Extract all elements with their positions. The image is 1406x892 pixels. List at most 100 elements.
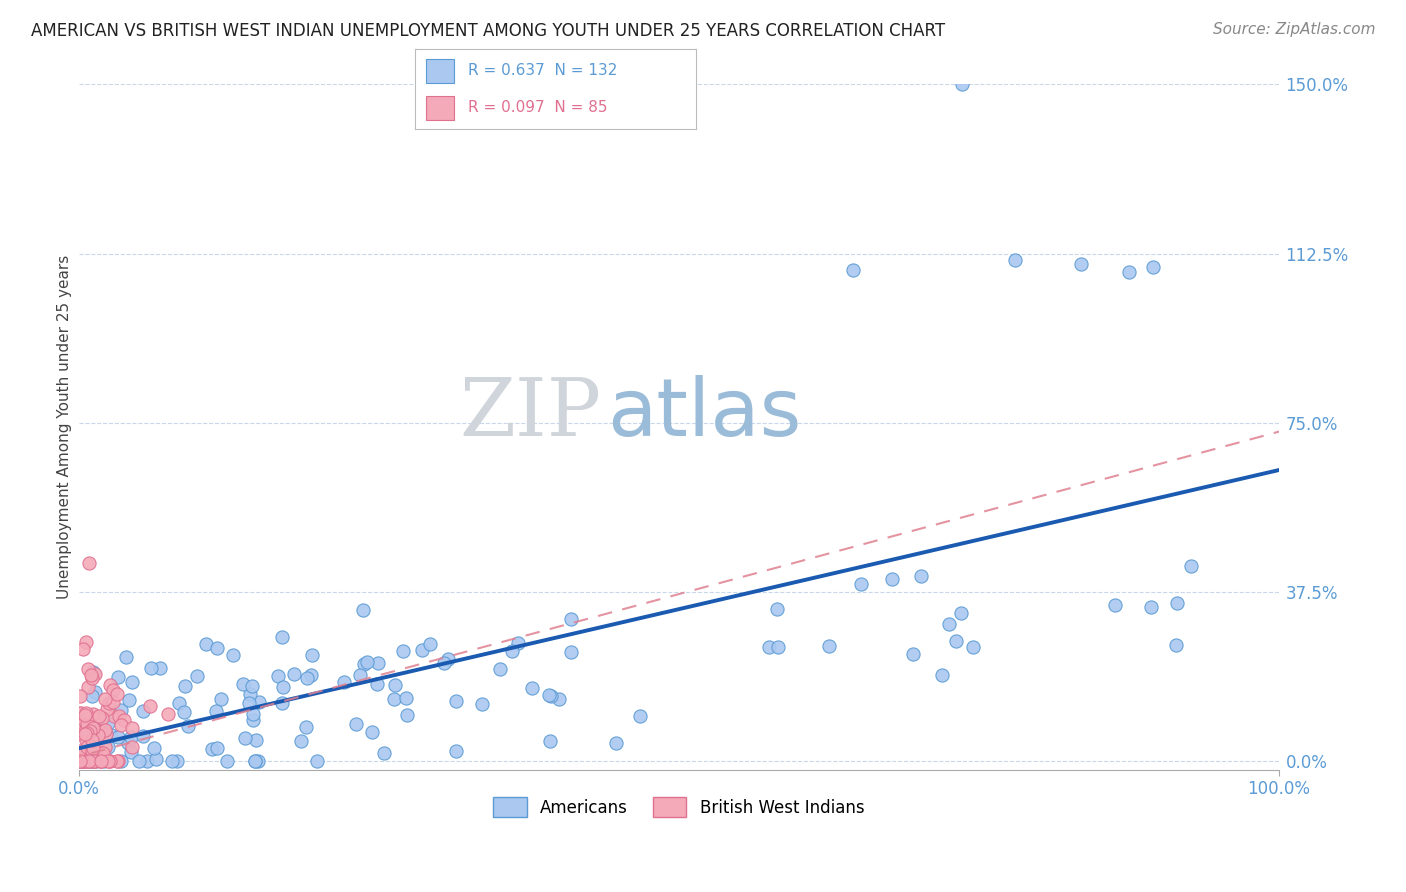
Point <box>69 718 91 732</box>
Point <box>73 754 96 768</box>
Point <box>540 689 562 703</box>
Point <box>242 707 264 722</box>
Y-axis label: Unemployment Among Youth under 25 years: Unemployment Among Youth under 25 years <box>58 255 72 599</box>
Point <box>207 740 229 755</box>
Text: ZIP: ZIP <box>458 375 600 452</box>
Point <box>142 740 165 755</box>
Point <box>945 633 967 648</box>
Point <box>766 602 789 616</box>
Point <box>135 754 157 768</box>
Point <box>69 706 91 720</box>
Point <box>107 670 129 684</box>
Point <box>290 734 312 748</box>
Point <box>121 674 143 689</box>
Point <box>90 754 112 768</box>
Point <box>1104 598 1126 612</box>
Point <box>98 754 121 768</box>
Point <box>110 703 132 717</box>
Point <box>120 730 142 744</box>
Point <box>436 652 458 666</box>
Point <box>931 668 953 682</box>
Point <box>950 607 973 621</box>
Point <box>107 754 129 768</box>
Point <box>93 754 115 768</box>
Point <box>72 754 94 768</box>
Point <box>628 708 651 723</box>
Point <box>245 754 267 768</box>
Bar <box>426 95 454 120</box>
Point <box>69 689 91 703</box>
Point <box>69 744 91 758</box>
Point <box>77 754 100 768</box>
Point <box>82 721 104 735</box>
Point <box>560 612 582 626</box>
Point <box>245 754 267 768</box>
Point <box>361 725 384 739</box>
Point <box>910 569 932 583</box>
Point <box>69 706 91 720</box>
Text: AMERICAN VS BRITISH WEST INDIAN UNEMPLOYMENT AMONG YOUTH UNDER 25 YEARS CORRELAT: AMERICAN VS BRITISH WEST INDIAN UNEMPLOY… <box>31 22 945 40</box>
Point <box>842 262 865 277</box>
Point <box>76 739 98 754</box>
Point <box>283 666 305 681</box>
Point <box>301 648 323 662</box>
Point <box>333 674 356 689</box>
Point <box>506 636 529 650</box>
Point <box>76 717 98 731</box>
Point <box>297 671 319 685</box>
Point <box>128 754 150 768</box>
Point <box>83 754 105 768</box>
Point <box>247 754 270 768</box>
Point <box>139 661 162 675</box>
Point <box>79 724 101 739</box>
Point <box>1142 260 1164 275</box>
Point <box>160 754 183 768</box>
Point <box>110 718 132 732</box>
Point <box>96 702 118 716</box>
Point <box>72 718 94 732</box>
Point <box>84 754 107 768</box>
Point <box>156 706 179 721</box>
Point <box>271 696 294 710</box>
Point <box>132 729 155 743</box>
Point <box>120 745 142 759</box>
Point <box>139 699 162 714</box>
Point <box>94 739 117 754</box>
Point <box>1164 638 1187 652</box>
Point <box>105 754 128 768</box>
Point <box>90 711 112 725</box>
Point <box>382 691 405 706</box>
Point <box>270 630 292 644</box>
Point <box>938 617 960 632</box>
Point <box>194 637 217 651</box>
Point <box>271 680 294 694</box>
Point <box>471 698 494 712</box>
Point <box>233 731 256 745</box>
Point <box>167 696 190 710</box>
Point <box>173 705 195 719</box>
Point <box>149 661 172 675</box>
Bar <box>426 59 454 83</box>
Point <box>89 724 111 739</box>
Point <box>1180 559 1202 574</box>
Point <box>89 747 111 762</box>
Legend: Americans, British West Indians: Americans, British West Indians <box>486 791 870 823</box>
Point <box>82 744 104 758</box>
Point <box>1118 265 1140 279</box>
Point <box>419 637 441 651</box>
Point <box>82 741 104 756</box>
Point <box>75 727 97 741</box>
Point <box>75 732 97 747</box>
Point <box>87 709 110 723</box>
Point <box>242 713 264 727</box>
Point <box>537 688 560 702</box>
Point <box>108 708 131 723</box>
Point <box>110 754 132 768</box>
Point <box>245 732 267 747</box>
Point <box>299 667 322 681</box>
Point <box>86 729 108 743</box>
Point <box>89 754 111 768</box>
Point <box>70 754 93 768</box>
Point <box>267 669 290 683</box>
Point <box>166 754 188 768</box>
